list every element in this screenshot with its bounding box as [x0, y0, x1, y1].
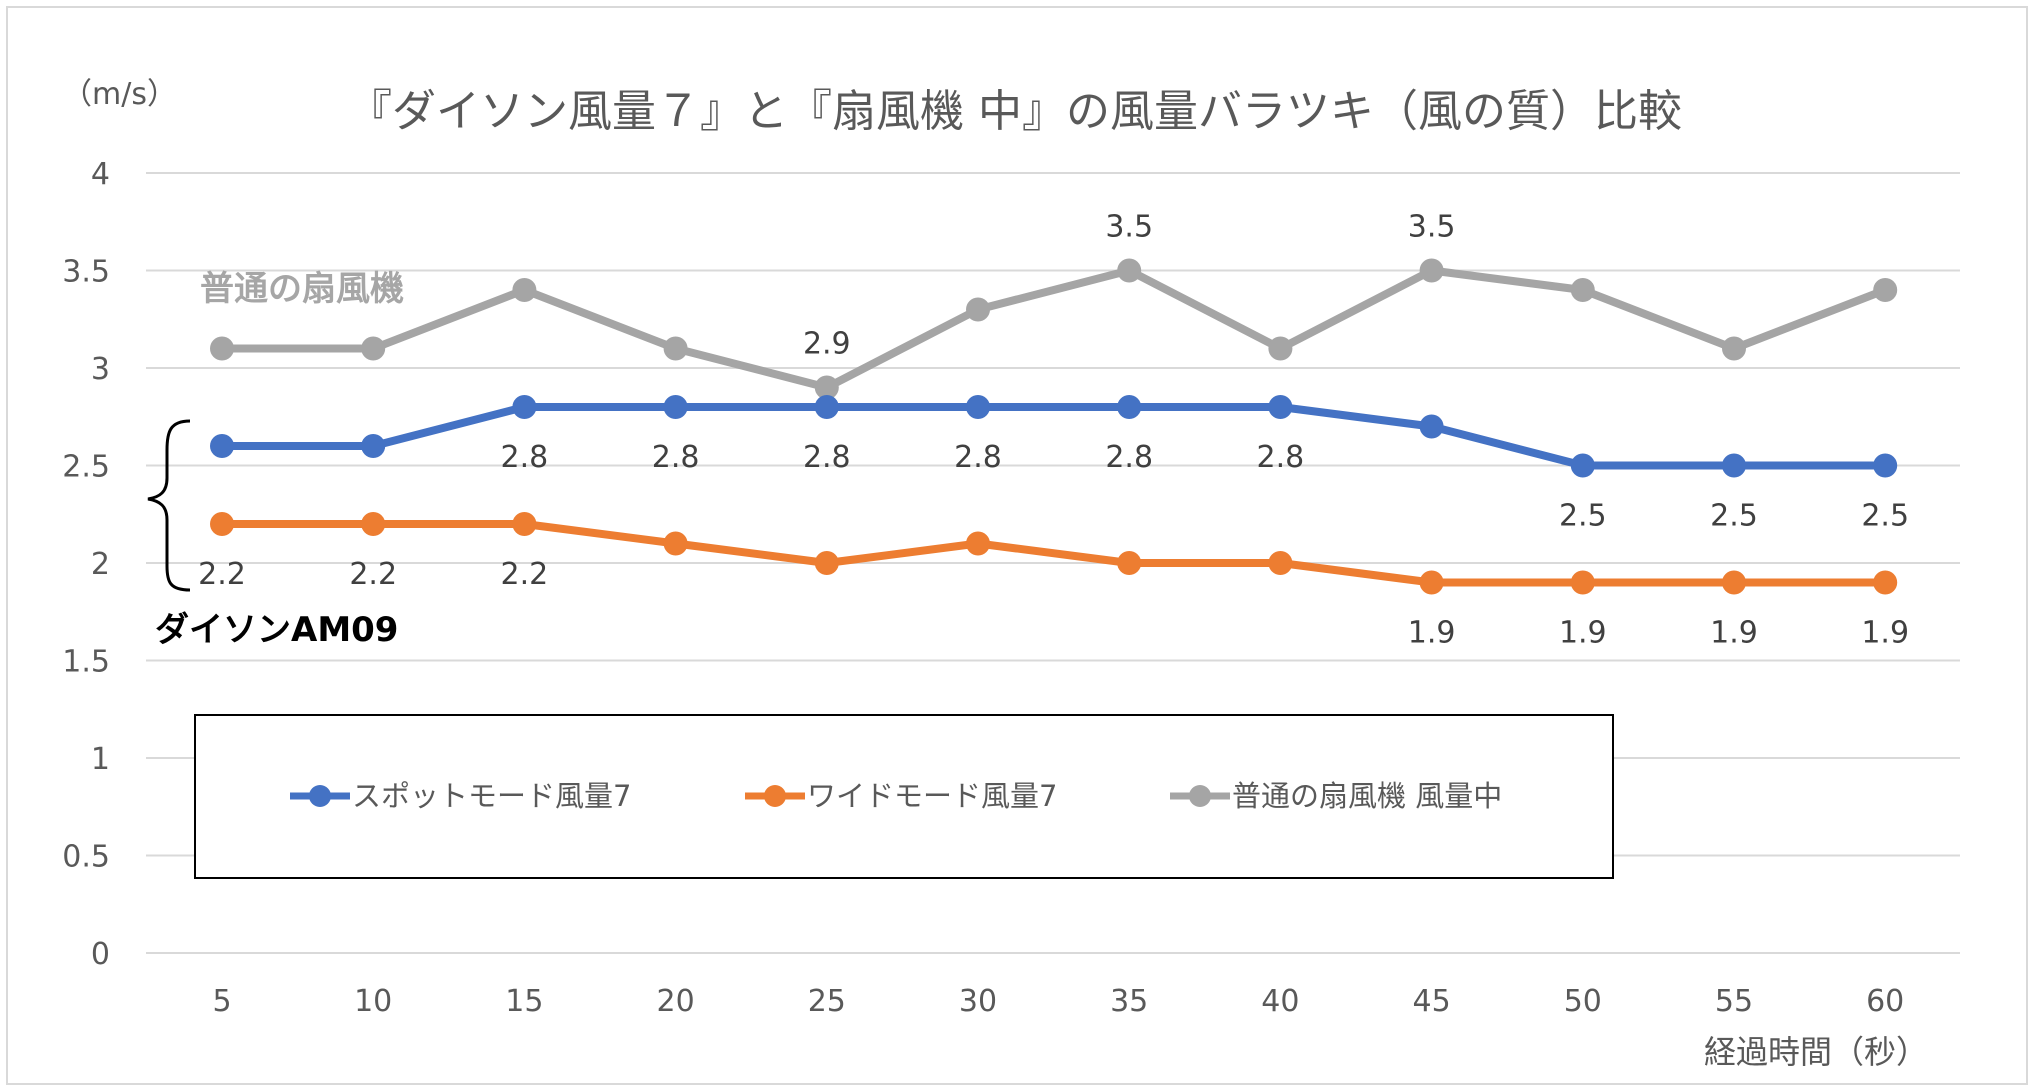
data-point: [1873, 570, 1898, 595]
legend-label: 普通の扇風機 風量中: [1232, 779, 1502, 813]
y-tick-label: 3.5: [62, 255, 110, 290]
data-point: [210, 434, 234, 458]
y-tick-label: 2: [91, 547, 110, 582]
x-tick-label: 35: [1110, 984, 1148, 1019]
data-point: [1419, 570, 1444, 595]
data-point: [512, 278, 537, 302]
data-label: 2.5: [1861, 499, 1909, 534]
x-tick-label: 30: [959, 984, 997, 1019]
data-point: [1570, 278, 1595, 302]
data-point: [814, 375, 839, 400]
data-point: [1419, 414, 1444, 439]
data-point: [1873, 453, 1898, 478]
series-lines: [210, 258, 1898, 595]
data-point: [1873, 278, 1898, 302]
x-tick-label: 40: [1261, 984, 1299, 1019]
data-label: 2.2: [198, 557, 246, 592]
series-line: [218, 520, 1890, 587]
data-point: [1419, 258, 1444, 283]
y-tick-label: 3: [91, 352, 110, 387]
x-axis-label: 経過時間（秒）: [1704, 1033, 1928, 1071]
data-label: 2.9: [803, 327, 851, 362]
x-axis-ticks: 5 10 15 20 25 30 35 40 45 50 55 60: [212, 984, 1904, 1019]
y-tick-label: 0.5: [62, 840, 110, 875]
data-label: 2.5: [1710, 499, 1758, 534]
y-tick-label: 0: [91, 937, 110, 972]
y-tick-label: 1: [91, 742, 110, 777]
y-tick-label: 2.5: [62, 450, 110, 485]
x-tick-label: 60: [1866, 984, 1904, 1019]
legend-marker: [764, 785, 786, 807]
x-tick-label: 50: [1564, 984, 1602, 1019]
x-tick-label: 5: [212, 984, 231, 1019]
data-point: [966, 297, 990, 322]
dyson-annotation: ダイソンAM09: [155, 610, 398, 650]
legend-marker: [309, 785, 331, 807]
data-point: [210, 336, 234, 361]
data-point: [1268, 395, 1293, 419]
legend-label: ワイドモード風量7: [807, 779, 1057, 813]
data-label: 2.8: [1105, 440, 1153, 475]
data-point: [1117, 395, 1142, 419]
data-point: [663, 395, 688, 419]
data-point: [1722, 336, 1746, 361]
data-point: [663, 336, 688, 361]
data-label: 3.5: [1408, 210, 1456, 245]
dyson-brace-icon: [147, 419, 191, 592]
data-point: [210, 512, 234, 536]
fan-annotation: 普通の扇風機: [200, 269, 404, 309]
data-point: [966, 531, 990, 556]
data-point: [1722, 453, 1746, 478]
data-point: [1570, 570, 1595, 595]
data-point: [814, 551, 839, 575]
y-axis-ticks: 0 0.5 1 1.5 2 2.5 3 3.5 4: [62, 157, 110, 972]
legend-label: スポットモード風量7: [352, 779, 631, 813]
data-label: 2.2: [501, 557, 549, 592]
data-point: [1722, 570, 1746, 595]
data-label: 2.2: [349, 557, 397, 592]
legend-marker: [1189, 785, 1211, 807]
data-labels: 2.9 3.5 3.5 2.8 2.8 2.8 2.8 2.8 2.8 2.5 2.5 2.5 2.2 2…: [198, 210, 1909, 651]
data-point: [512, 395, 537, 419]
data-label: 1.9: [1559, 616, 1607, 651]
legend-box: [194, 714, 1614, 879]
data-label: 1.9: [1861, 616, 1909, 651]
x-tick-label: 55: [1715, 984, 1753, 1019]
data-label: 2.5: [1559, 499, 1607, 534]
data-label: 2.8: [1257, 440, 1305, 475]
chart-title: 『ダイソン風量７』と『扇風機 中』の風量バラツキ（風の質）比較: [348, 86, 1682, 137]
data-label: 1.9: [1710, 616, 1758, 651]
x-tick-label: 45: [1413, 984, 1451, 1019]
data-point: [966, 395, 990, 419]
data-point: [512, 512, 537, 536]
data-point: [1268, 551, 1293, 575]
x-tick-label: 10: [354, 984, 392, 1019]
data-label: 2.8: [652, 440, 700, 475]
data-label: 2.8: [954, 440, 1002, 475]
data-point: [361, 512, 386, 536]
data-point: [361, 336, 386, 361]
data-point: [361, 434, 386, 458]
legend: スポットモード風量7 ワイドモード風量7 普通の扇風機 風量中: [194, 714, 1614, 879]
y-tick-label: 1.5: [62, 645, 110, 680]
data-point: [1117, 258, 1142, 283]
data-label: 1.9: [1408, 616, 1456, 651]
x-tick-label: 20: [657, 984, 695, 1019]
series-line: [218, 266, 1890, 392]
data-point: [1117, 551, 1142, 575]
y-unit-label: （m/s）: [62, 77, 177, 112]
data-label: 2.8: [803, 440, 851, 475]
series-line: [218, 403, 1890, 470]
data-label: 2.8: [501, 440, 549, 475]
data-point: [663, 531, 688, 556]
data-point: [814, 395, 839, 419]
data-point: [1570, 453, 1595, 478]
x-tick-label: 15: [505, 984, 543, 1019]
y-tick-label: 4: [91, 157, 110, 192]
data-label: 3.5: [1105, 210, 1153, 245]
x-tick-label: 25: [808, 984, 846, 1019]
data-point: [1268, 336, 1293, 361]
